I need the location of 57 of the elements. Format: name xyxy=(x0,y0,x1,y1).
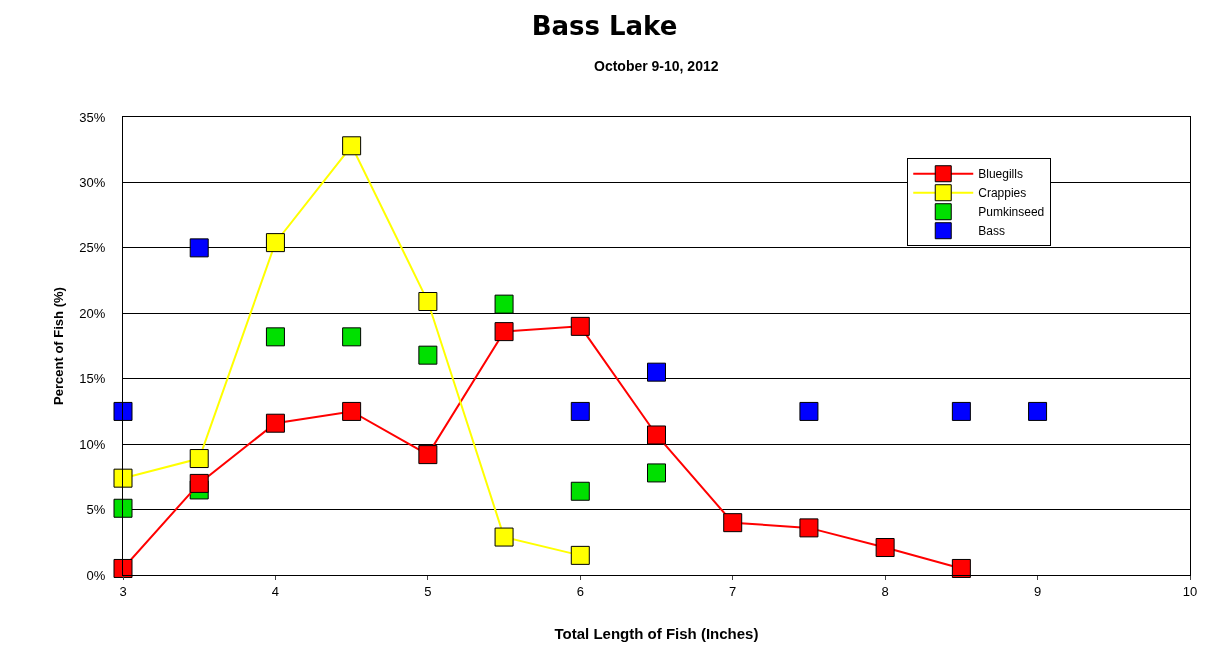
legend-label: Bluegills xyxy=(978,167,1023,182)
x-tick-label: 5 xyxy=(424,583,432,599)
y-tick-label: 25% xyxy=(79,240,106,256)
point xyxy=(570,401,590,421)
legend-label: Bass xyxy=(978,224,1005,239)
point xyxy=(799,518,819,538)
x-tick-label: 3 xyxy=(119,583,127,599)
point xyxy=(570,481,590,501)
x-tick-label: 9 xyxy=(1033,583,1042,599)
y-tick-label: 30% xyxy=(79,174,106,190)
point xyxy=(418,445,438,465)
legend-label: Pumkinseed xyxy=(978,205,1045,220)
point xyxy=(494,294,514,314)
point xyxy=(799,401,819,421)
point xyxy=(265,327,285,347)
point xyxy=(494,527,514,547)
point xyxy=(189,238,209,258)
y-tick-label: 35% xyxy=(79,109,106,125)
point xyxy=(570,545,590,565)
point xyxy=(647,362,666,382)
point xyxy=(265,233,285,253)
point xyxy=(342,136,362,156)
point xyxy=(113,401,133,421)
x-tick-label: 8 xyxy=(881,583,889,599)
x-tick-label: 7 xyxy=(729,583,737,599)
y-tick-label: 15% xyxy=(79,371,106,387)
point xyxy=(342,327,362,347)
point xyxy=(113,558,133,578)
legend-label: Crappies xyxy=(978,186,1027,201)
point xyxy=(647,425,666,445)
point xyxy=(113,468,133,488)
point xyxy=(951,401,971,421)
y-tick-label: 20% xyxy=(79,305,106,321)
point xyxy=(265,413,285,433)
chart-subtitle: October 9-10, 2012 xyxy=(594,58,719,74)
y-tick-label: 5% xyxy=(86,502,106,518)
point xyxy=(875,538,895,558)
point xyxy=(647,463,666,483)
point xyxy=(418,345,438,365)
point xyxy=(342,401,362,421)
x-axis-title: Total Length of Fish (Inches) xyxy=(554,624,759,642)
chart-title: Bass Lake xyxy=(531,10,678,41)
x-tick-label: 10 xyxy=(1182,583,1198,599)
point xyxy=(570,316,590,336)
point xyxy=(113,498,133,518)
point xyxy=(189,473,209,493)
y-tick-label: 10% xyxy=(79,436,106,452)
point xyxy=(189,449,209,469)
point xyxy=(951,558,971,578)
point xyxy=(418,292,438,312)
x-tick-label: 4 xyxy=(271,583,280,599)
y-tick-label: 0% xyxy=(86,567,106,583)
point xyxy=(723,513,743,533)
y-axis-title: Percent of Fish (%) xyxy=(51,287,67,405)
x-tick-label: 6 xyxy=(576,583,584,599)
point xyxy=(494,322,514,342)
point xyxy=(1028,401,1048,421)
